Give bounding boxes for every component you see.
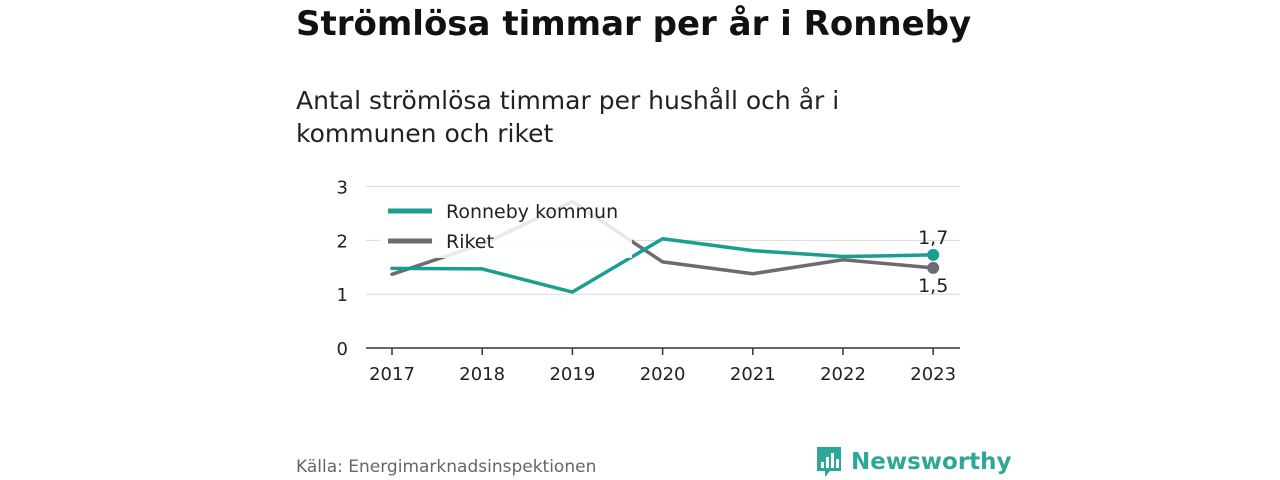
x-tick-label: 2023 (910, 364, 956, 385)
newsworthy-logo-icon (817, 447, 841, 477)
y-tick-label: 2 (337, 231, 348, 252)
x-tick-label: 2022 (820, 364, 866, 385)
x-tick-label: 2019 (549, 364, 595, 385)
y-tick-label: 3 (337, 178, 348, 199)
data-label: 1,5 (918, 275, 948, 297)
x-tick-label: 2017 (369, 364, 415, 385)
brand-name: Newsworthy (851, 449, 1012, 475)
y-tick-label: 0 (337, 339, 348, 360)
x-tick-label: 2021 (730, 364, 776, 385)
end-point (927, 248, 940, 261)
legend-label: Ronneby kommun (446, 201, 618, 223)
y-tick-label: 1 (337, 285, 348, 306)
end-point (927, 261, 940, 274)
data-label: 1,7 (918, 227, 948, 249)
chart-title: Strömlösa timmar per år i Ronneby (296, 4, 972, 44)
newsworthy-logo: Newsworthy (815, 445, 1012, 479)
x-tick-label: 2020 (640, 364, 686, 385)
series-line-ronneby (390, 237, 935, 294)
source-note: Källa: Energimarknadsinspektionen (296, 457, 597, 477)
chart-subtitle: Antal strömlösa timmar per hushåll och å… (296, 86, 840, 148)
x-tick-label: 2018 (459, 364, 505, 385)
legend-label: Riket (446, 231, 494, 253)
legend-box (380, 196, 632, 258)
